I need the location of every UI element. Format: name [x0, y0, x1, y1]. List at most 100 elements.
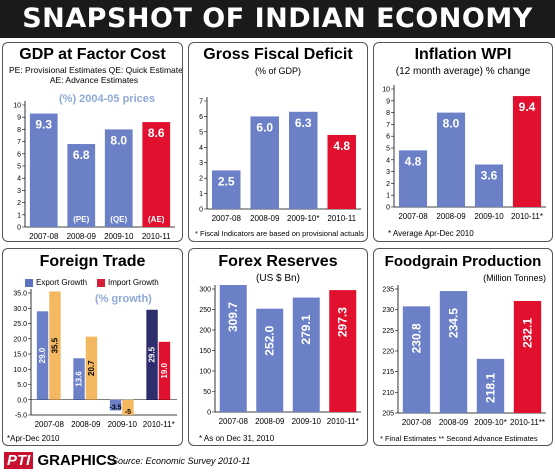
gdp-bar-tag: (AE) [148, 215, 165, 224]
gdp-value-label: 8.6 [148, 126, 165, 140]
trade-bar-import [49, 291, 61, 400]
legend-export-swatch [25, 278, 33, 287]
inflation-bar [512, 96, 542, 207]
trade-bar-export [36, 311, 49, 400]
inflation-ytick-label: 10 [382, 87, 390, 94]
food-ytick-label: 235 [382, 287, 394, 294]
legend-export: Export Growth [25, 278, 87, 287]
forex-category-label: 2008-09 [255, 417, 285, 426]
panel-inflation: 0 1 2 3 4 5 6 7 8 9 10 2007-08 2008-09 2009-10 2010-11… [373, 42, 553, 242]
trade-bar-import [122, 399, 134, 415]
footer-pti: PTI [4, 452, 34, 469]
trade-ytick-label: 5.0 [17, 382, 27, 389]
trade-bar-export [109, 399, 122, 411]
forex-bar [292, 297, 320, 412]
forex-ytick-label: 100 [199, 369, 211, 376]
trade-category-label: 2008-09 [71, 420, 101, 429]
trade-ytick-label: 30.0 [13, 306, 27, 313]
trade-category-label: 2010-11* [143, 420, 175, 429]
fiscal-value-label: 2.5 [218, 174, 235, 188]
trade-ytick-label: 0.0 [17, 397, 27, 404]
inflation-ytick-label: 1 [386, 193, 390, 200]
fiscal-value-label: 4.8 [333, 139, 350, 153]
trade-category-label: 2009-10 [108, 420, 138, 429]
inflation-category-label: 2008-09 [436, 212, 466, 221]
trade-ytick-label: -5.0 [15, 413, 27, 420]
trade-value-label: 29.5 [148, 346, 157, 362]
trade-ytick-label: 15.0 [13, 352, 27, 359]
trade-ytick-label: 25.0 [13, 321, 27, 328]
food-category-label: 2010-11** [510, 418, 545, 427]
gdp-category-label: 2007-08 [29, 232, 59, 241]
inflation-chart-svg: 0 1 2 3 4 5 6 7 8 9 10 2007-08 2008-09 2009-10 2010-11… [382, 85, 546, 221]
trade-value-label: 13.6 [75, 371, 84, 387]
trade-category-label: 2007-08 [35, 420, 65, 429]
trade-bar-import [158, 341, 171, 400]
trade-value-label: -3.5 [110, 404, 122, 411]
legend-export-label: Export Growth [36, 278, 88, 287]
forex-ytick-label: 300 [199, 287, 211, 294]
fiscal-category-label: 2007-08 [212, 214, 242, 223]
legend-import: Import Growth [97, 278, 159, 287]
gdp-chart-svg: 0 1 2 3 4 5 6 7 8 9 10 2007-08 2008-09 2009-10 2010-11… [13, 101, 175, 241]
fiscal-ytick-label: 1 [199, 191, 203, 198]
gdp-subtitle-2: AE: Advance Estimates [49, 75, 139, 85]
fiscal-category-label: 2009-10* [287, 214, 319, 223]
gdp-value-label: 8.0 [110, 133, 127, 147]
forex-category-label: 2010-11* [327, 417, 359, 426]
forex-ytick-label: 250 [199, 307, 211, 314]
forex-note: * As on Dec 31, 2010 [199, 434, 275, 443]
inflation-ytick-label: 8 [386, 110, 390, 117]
forex-bar [329, 290, 357, 412]
fiscal-ytick-label: 2 [199, 176, 203, 183]
gdp-ytick-label: 6 [17, 151, 21, 158]
inflation-ytick-label: 5 [386, 146, 390, 153]
inflation-ytick-label: 0 [386, 205, 390, 212]
food-bar [439, 291, 468, 413]
gdp-ytick-label: 10 [13, 103, 21, 110]
food-bar [402, 306, 431, 413]
gdp-ytick-label: 5 [17, 164, 21, 171]
fiscal-ytick-label: 6 [199, 114, 203, 121]
food-bar [513, 300, 542, 413]
trade-bar-export [146, 309, 158, 400]
gdp-bar [67, 144, 96, 227]
inflation-ytick-label: 6 [386, 134, 390, 141]
food-title: Foodgrain Production [384, 253, 542, 270]
inflation-ytick-label: 3 [386, 169, 390, 176]
trade-value-label: 35.5 [50, 337, 59, 353]
food-note: * Final Estimates ** Second Advance Esti… [380, 434, 538, 443]
inflation-category-label: 2009-10 [474, 212, 504, 221]
forex-ytick-label: 150 [199, 348, 211, 355]
food-category-label: 2009-10* [474, 418, 506, 427]
gdp-category-label: 2008-09 [67, 232, 97, 241]
inflation-category-label: 2007-08 [398, 212, 428, 221]
food-ytick-label: 210 [382, 390, 394, 397]
gdp-ytick-label: 0 [17, 225, 21, 232]
forex-bar [256, 308, 284, 412]
trade-growth-label: (% growth) [95, 293, 152, 305]
inflation-title: Inflation WPI [414, 46, 512, 63]
forex-category-label: 2009-10 [292, 417, 322, 426]
gdp-category-label: 2009-10 [104, 232, 134, 241]
forex-chart-svg: 0 50 100 150 200 250 300 2007-08 2008-09 2009-10 2… [199, 285, 361, 426]
inflation-bar [436, 112, 466, 207]
banner-title: SNAPSHOT OF INDIAN ECONOMY [0, 0, 555, 38]
forex-title: Forex Reserves [218, 253, 338, 270]
gdp-ytick-label: 2 [17, 200, 21, 207]
gdp-value-label: 6.8 [73, 148, 90, 162]
inflation-value-label: 4.8 [405, 154, 422, 168]
fiscal-ytick-label: 5 [199, 129, 203, 136]
forex-subtitle: (US $ Bn) [256, 273, 300, 284]
fiscal-bar [212, 170, 241, 209]
trade-ytick-label: 10.0 [13, 367, 27, 374]
trade-ytick-label: 20.0 [13, 336, 27, 343]
food-bar [476, 358, 505, 413]
gdp-bar [104, 129, 133, 227]
forex-value-label: 297.3 [336, 307, 350, 337]
inflation-value-label: 8.0 [443, 117, 460, 131]
gdp-prices-label: (%) 2004-05 prices [59, 93, 155, 105]
gdp-bar-tag: (QE) [110, 215, 127, 224]
gdp-bar-tag: (PE) [73, 215, 89, 224]
